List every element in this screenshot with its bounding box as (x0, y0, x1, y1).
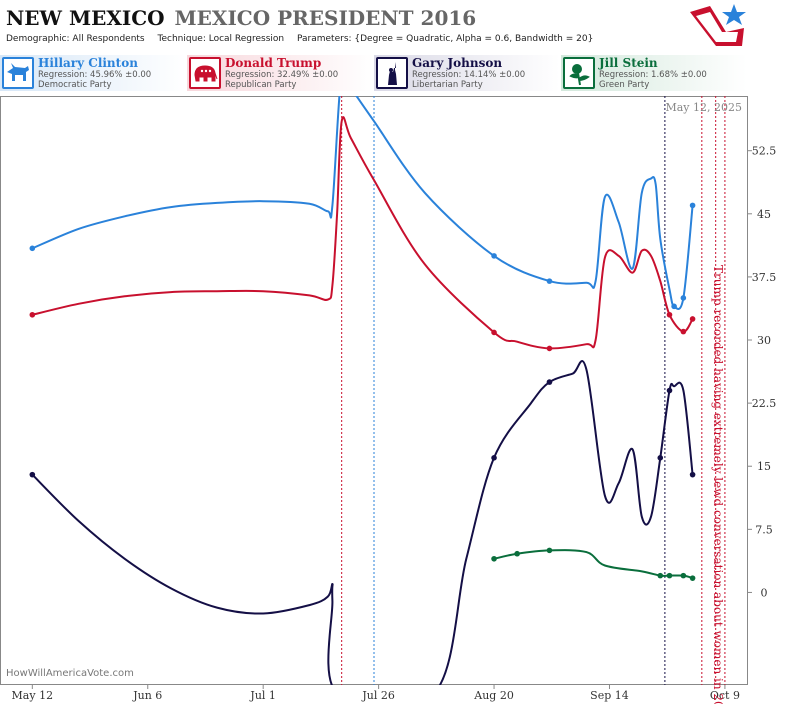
series-line (31, 96, 694, 311)
data-point (666, 387, 673, 394)
y-tick-label: 30 (757, 334, 771, 347)
y-tick-label: 7.5 (755, 523, 773, 536)
site-credit: HowWillAmericaVote.com (6, 668, 134, 679)
y-tick-label: 52.5 (752, 145, 777, 158)
data-point (514, 550, 520, 557)
legend-regression: Regression: 14.14% ±0.00 (412, 70, 526, 80)
legend-item-clinton: Hillary Clinton Regression: 45.96% ±0.00… (0, 55, 186, 91)
legend-item-johnson: Gary Johnson Regression: 14.14% ±0.00 Li… (374, 55, 560, 91)
data-point (680, 572, 687, 579)
date-label: May 12, 2025 (665, 101, 742, 114)
legend-name: Hillary Clinton (38, 56, 138, 70)
data-point (657, 572, 664, 579)
data-point (666, 311, 673, 318)
x-tick-label: Jul 26 (361, 689, 395, 702)
y-tick-label: 37.5 (752, 271, 777, 284)
x-tick-label: Sep 14 (590, 689, 629, 702)
legend-name: Jill Stein (599, 56, 658, 70)
data-point (546, 379, 553, 385)
demographic-label: Demographic: All Respondents (6, 34, 145, 44)
y-tick-label: 22.5 (752, 397, 777, 410)
legend-name: Donald Trump (225, 56, 322, 70)
data-point (689, 202, 696, 209)
event-annotation: Trump recorded having extremely lewd con… (711, 265, 725, 704)
legend-party: Republican Party (225, 80, 297, 90)
data-point (657, 455, 664, 461)
page-title: NEW MEXICO MEXICO PRESIDENT 2016 (6, 6, 476, 30)
legend-party: Democratic Party (38, 80, 112, 90)
series-group (29, 96, 696, 685)
x-tick-label: Jul 1 (249, 689, 276, 702)
data-point (680, 295, 687, 301)
data-point (491, 455, 497, 461)
y-tick-label: 45 (757, 208, 771, 221)
legend-party: Libertarian Party (412, 80, 483, 90)
data-point (29, 311, 36, 318)
x-tick-label: Oct 9 (710, 689, 740, 702)
site-logo-icon (690, 4, 746, 46)
legend: Hillary Clinton Regression: 45.96% ±0.00… (0, 55, 750, 91)
series-line (31, 116, 694, 350)
data-point (546, 345, 553, 352)
data-point (689, 575, 696, 581)
x-tick-label: Jun 6 (132, 689, 162, 702)
statue-of-liberty-icon (376, 57, 408, 89)
parameters-label: Parameters: {Degree = Quadratic, Alpha =… (297, 34, 594, 44)
legend-regression: Regression: 1.68% ±0.00 (599, 70, 707, 80)
data-point (546, 547, 553, 554)
data-point (689, 316, 696, 322)
data-point (671, 303, 677, 310)
donkey-icon (2, 57, 34, 89)
legend-item-stein: Jill Stein Regression: 1.68% ±0.00 Green… (561, 55, 747, 91)
legend-regression: Regression: 45.96% ±0.00 (38, 70, 152, 80)
y-tick-label: 15 (757, 460, 771, 473)
sunflower-icon (563, 57, 595, 89)
data-point (29, 471, 36, 478)
state-title: NEW MEXICO (6, 6, 165, 30)
data-point (689, 471, 696, 478)
data-point (491, 555, 497, 562)
race-title: MEXICO PRESIDENT 2016 (174, 6, 477, 30)
series-line (31, 360, 694, 685)
series-line (493, 549, 694, 580)
legend-party: Green Party (599, 80, 650, 90)
x-tick-label: Aug 20 (473, 689, 514, 702)
data-point (491, 253, 497, 259)
legend-name: Gary Johnson (412, 56, 503, 70)
elephant-icon (189, 57, 221, 89)
plot-area (0, 96, 748, 685)
data-point (666, 572, 673, 579)
y-tick-label: 0 (761, 586, 768, 599)
x-tick-label: May 12 (12, 689, 54, 702)
data-point (491, 329, 497, 336)
data-point (680, 328, 687, 335)
legend-regression: Regression: 32.49% ±0.00 (225, 70, 339, 80)
data-point (546, 278, 553, 284)
technique-label: Technique: Local Regression (157, 34, 285, 44)
data-point (29, 245, 36, 252)
parameters-line: Demographic: All Respondents Technique: … (6, 34, 603, 44)
legend-item-trump: Donald Trump Regression: 32.49% ±0.00 Re… (187, 55, 373, 91)
